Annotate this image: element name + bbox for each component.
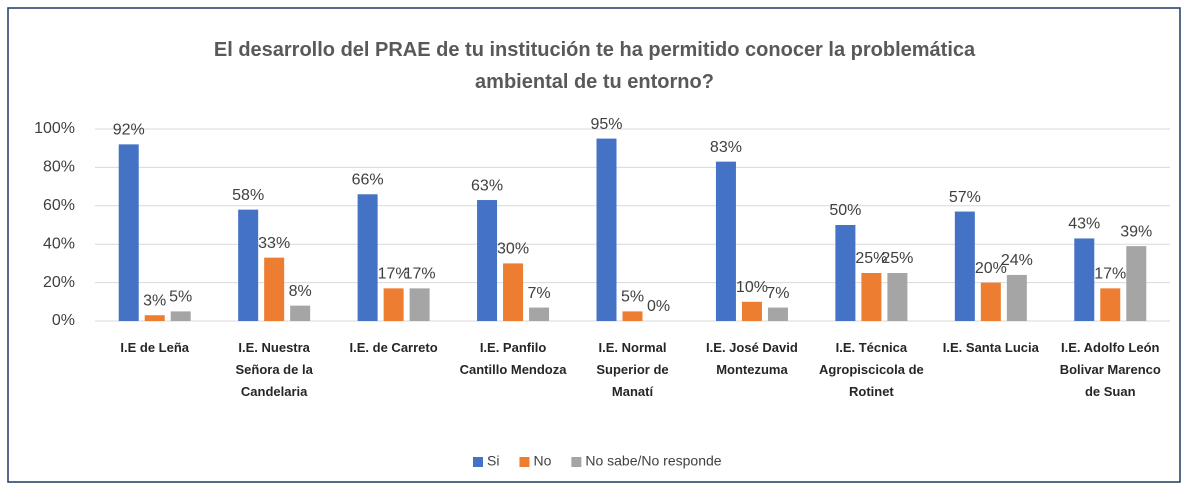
bar [861,273,882,321]
bar [954,211,975,321]
chart-title: El desarrollo del PRAE de tu institución… [213,39,976,93]
data-label: 5% [169,289,192,306]
x-tick-label: I.E. de Carreto [349,340,438,355]
data-label: 24% [1001,252,1033,269]
data-label: 17% [378,266,410,283]
data-label: 10% [736,279,768,296]
legend-marker [473,457,483,467]
data-label: 66% [352,171,384,188]
data-label: 43% [1068,216,1100,233]
bar [741,301,762,321]
x-tick-label: I.E. Panfilo Cantillo Mendoza [459,340,567,377]
legend-label: No [533,453,551,469]
data-label: 92% [113,122,145,139]
y-tick-label: 60% [43,197,75,214]
bar [477,200,498,321]
data-label: 58% [232,187,264,204]
x-tick-label: I.E. Normal Superior de Manatí [596,340,669,399]
x-tick-label: I.E. Adolfo León Bolivar Marenco de Suan [1059,340,1161,399]
y-tick-label: 40% [43,235,75,252]
x-tick-label: I.E. José David Montezuma [706,340,798,377]
bar [144,315,165,321]
bar [887,273,908,321]
bar [238,209,259,321]
legend-label: Si [487,453,499,469]
bar [980,282,1001,321]
data-label: 17% [404,266,436,283]
y-tick-label: 100% [34,120,75,137]
data-label: 39% [1120,223,1152,240]
x-tick-label: I.E de Leña [120,340,190,355]
data-label: 7% [766,285,789,302]
legend-marker [519,457,530,467]
bar [767,307,788,321]
bar [118,144,139,321]
bar [622,311,643,321]
bar [1100,288,1121,321]
frame [7,7,1181,483]
bar [503,263,524,321]
bar [409,288,430,321]
data-label: 5% [621,289,644,306]
legend-marker [571,457,582,467]
bar [170,311,191,321]
data-label: 83% [710,139,742,156]
data-label: 0% [647,298,670,315]
bar [357,194,378,321]
data-label: 3% [143,292,166,309]
y-tick-label: 0% [52,312,75,329]
bar [715,161,736,321]
bar [1006,274,1027,321]
bar [264,257,285,321]
x-tick-label: I.E. Santa Lucia [942,340,1039,355]
x-tick-label: I.E. Nuestra Señora de la Candelaria [235,340,313,399]
y-tick-label: 20% [43,274,75,291]
data-label: 25% [855,250,887,267]
bar [383,288,404,321]
data-label: 8% [289,283,312,300]
data-label: 20% [975,260,1007,277]
bar [596,138,617,321]
data-label: 57% [949,189,981,206]
y-tick-label: 80% [43,159,75,176]
bar [290,305,311,321]
data-label: 7% [527,285,550,302]
data-label: 33% [258,235,290,252]
bar [835,225,856,321]
data-label: 17% [1094,266,1126,283]
data-label: 25% [881,250,913,267]
bar [1126,246,1147,321]
data-label: 50% [829,202,861,219]
x-tick-label: I.E. Técnica Agropiscicola de Rotinet [819,340,924,399]
data-label: 95% [590,116,622,133]
data-label: 63% [471,177,503,194]
legend-label: No sabe/No responde [585,453,721,469]
bar [529,307,550,321]
bar [1074,238,1095,321]
data-label: 30% [497,241,529,258]
